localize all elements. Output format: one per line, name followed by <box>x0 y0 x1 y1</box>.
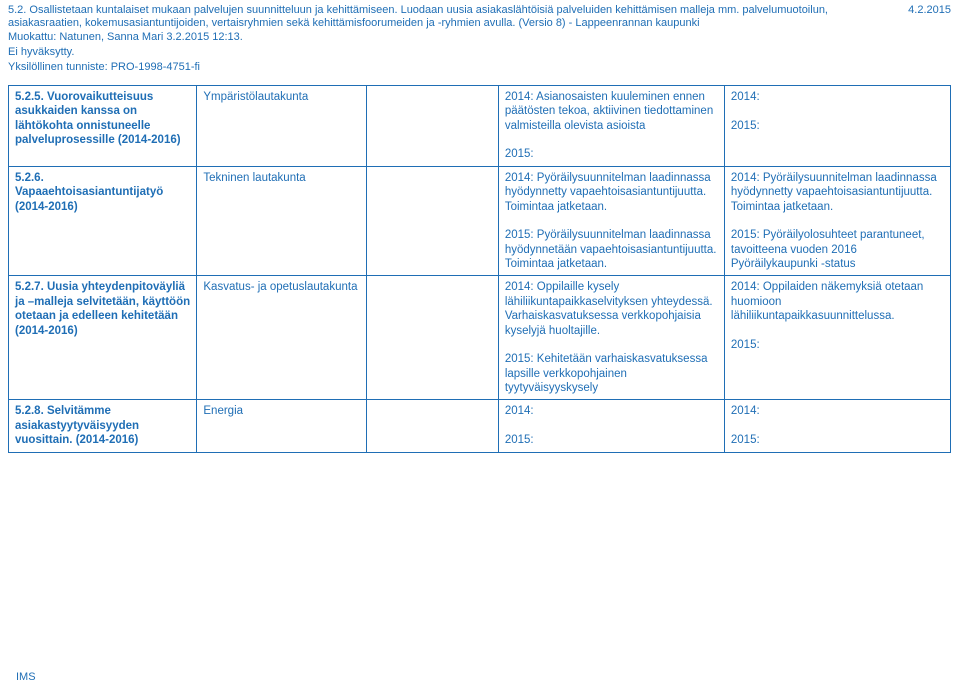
page-header: 5.2. Osallistetaan kuntalaiset mukaan pa… <box>8 4 951 75</box>
row-title: 5.2.6. Vapaaehtoisasiantuntijatyö (2014-… <box>9 166 197 276</box>
row-col3: 2014: 2015: <box>498 400 724 452</box>
row-board: Energia <box>197 400 367 452</box>
row-col3: 2014: Asianosaisten kuuleminen ennen pää… <box>498 85 724 166</box>
row-col4: 2014: 2015: <box>724 400 950 452</box>
table-row: 5.2.5. Vuorovaikutteisuus asukkaiden kan… <box>9 85 951 166</box>
row-empty <box>366 166 498 276</box>
header-approval: Ei hyväksytty. <box>8 45 951 60</box>
footer-label: IMS <box>16 671 36 683</box>
row-col4: 2014: Oppilaiden näkemyksiä otetaan huom… <box>724 276 950 400</box>
row-col4: 2014: 2015: <box>724 85 950 166</box>
row-col4: 2014: Pyöräilysuunnitelman laadinnassa h… <box>724 166 950 276</box>
header-modified: Muokattu: Natunen, Sanna Mari 3.2.2015 1… <box>8 30 951 45</box>
row-col3: 2014: Pyöräilysuunnitelman laadinnassa h… <box>498 166 724 276</box>
row-board: Tekninen lautakunta <box>197 166 367 276</box>
row-col3: 2014: Oppilaille kysely lähiliikuntapaik… <box>498 276 724 400</box>
table-row: 5.2.6. Vapaaehtoisasiantuntijatyö (2014-… <box>9 166 951 276</box>
header-text: 5.2. Osallistetaan kuntalaiset mukaan pa… <box>8 4 838 30</box>
row-board: Kasvatus- ja opetuslautakunta <box>197 276 367 400</box>
header-date: 4.2.2015 <box>898 4 951 16</box>
row-empty <box>366 85 498 166</box>
row-board: Ympäristölautakunta <box>197 85 367 166</box>
row-empty <box>366 276 498 400</box>
header-identifier: Yksilöllinen tunniste: PRO-1998-4751-fi <box>8 60 951 75</box>
row-title: 5.2.8. Selvitämme asiakastyytyväisyyden … <box>9 400 197 452</box>
table-row: 5.2.7. Uusia yhteydenpitoväyliä ja –mall… <box>9 276 951 400</box>
content-table: 5.2.5. Vuorovaikutteisuus asukkaiden kan… <box>8 85 951 453</box>
row-title: 5.2.5. Vuorovaikutteisuus asukkaiden kan… <box>9 85 197 166</box>
table-row: 5.2.8. Selvitämme asiakastyytyväisyyden … <box>9 400 951 452</box>
row-title: 5.2.7. Uusia yhteydenpitoväyliä ja –mall… <box>9 276 197 400</box>
row-empty <box>366 400 498 452</box>
